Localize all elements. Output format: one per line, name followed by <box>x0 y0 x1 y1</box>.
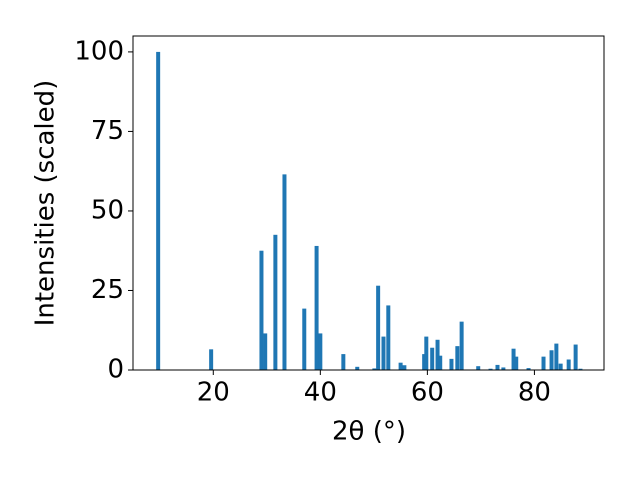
bar <box>376 285 381 370</box>
bar <box>430 347 435 370</box>
bar <box>514 356 519 370</box>
bar <box>438 355 443 370</box>
bar <box>355 366 360 370</box>
y-tick-label: 100 <box>74 36 124 66</box>
bar <box>566 359 571 370</box>
y-tick-label: 75 <box>91 116 124 146</box>
bar <box>282 174 287 370</box>
bar <box>435 339 440 370</box>
bar <box>209 349 214 370</box>
bar <box>422 354 427 370</box>
bar <box>273 234 278 370</box>
x-axis-label: 2θ (°) <box>332 417 406 447</box>
bar <box>578 368 583 370</box>
x-tick-label: 60 <box>411 378 444 408</box>
x-tick-label: 20 <box>197 378 230 408</box>
bar <box>302 308 307 370</box>
bar <box>495 364 500 370</box>
bar <box>476 366 481 370</box>
bar <box>488 368 493 370</box>
bar <box>511 348 516 370</box>
bar <box>573 344 578 370</box>
x-tick-label: 80 <box>518 378 551 408</box>
bar <box>259 250 264 370</box>
bar <box>459 321 464 370</box>
bar <box>526 368 531 370</box>
bar <box>386 305 391 370</box>
y-axis-label: Intensities (scaled) <box>31 80 61 327</box>
bar <box>549 350 554 370</box>
bar <box>156 51 161 371</box>
bar <box>263 333 268 370</box>
bar <box>372 368 377 370</box>
y-tick-label: 25 <box>91 275 124 305</box>
bar <box>554 343 559 370</box>
bar <box>318 333 323 370</box>
y-tick-label: 50 <box>91 195 124 225</box>
bar <box>558 363 563 370</box>
bar <box>455 346 460 370</box>
bar <box>424 336 429 370</box>
bar <box>341 354 346 370</box>
plot-frame <box>132 35 605 371</box>
bar <box>398 362 403 370</box>
bar <box>314 245 319 370</box>
x-tick-label: 40 <box>304 378 337 408</box>
bar <box>449 358 454 370</box>
bar <box>501 367 506 370</box>
bar <box>381 336 386 370</box>
y-tick-label: 0 <box>107 355 124 385</box>
bar <box>541 356 546 370</box>
bar <box>402 365 407 370</box>
